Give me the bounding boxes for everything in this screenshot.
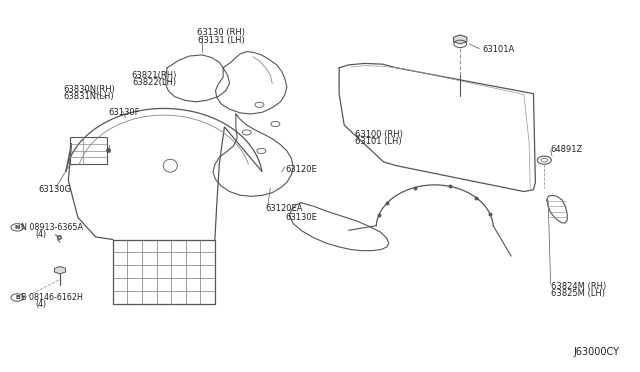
Text: 63824M (RH): 63824M (RH) (550, 282, 606, 291)
Text: 63831N(LH): 63831N(LH) (64, 92, 115, 101)
Text: 63130F: 63130F (108, 108, 140, 117)
Text: 63120EA: 63120EA (266, 204, 303, 214)
Text: 63101 (LH): 63101 (LH) (355, 137, 402, 146)
Text: 63822(LH): 63822(LH) (132, 78, 177, 87)
Text: 63100 (RH): 63100 (RH) (355, 130, 403, 139)
Text: 63130 (RH): 63130 (RH) (197, 28, 245, 37)
Text: N 08913-6365A: N 08913-6365A (20, 223, 83, 232)
Polygon shape (54, 266, 65, 274)
Text: 64891Z: 64891Z (550, 145, 583, 154)
Text: (4): (4) (35, 230, 46, 239)
Text: 63131 (LH): 63131 (LH) (198, 36, 244, 45)
Text: 63830N(RH): 63830N(RH) (64, 85, 116, 94)
Text: 63130G: 63130G (38, 185, 72, 194)
Text: B 08146-6162H: B 08146-6162H (20, 293, 83, 302)
Polygon shape (454, 35, 467, 44)
Text: 63821(RH): 63821(RH) (132, 71, 177, 80)
Bar (70, 137, 107, 164)
Text: N: N (15, 225, 20, 230)
Text: (4): (4) (35, 300, 46, 310)
Text: N: N (15, 225, 20, 230)
Text: 63120E: 63120E (285, 165, 317, 174)
Text: B: B (15, 295, 20, 300)
Text: 63130E: 63130E (285, 213, 317, 222)
Text: 63825M (LH): 63825M (LH) (550, 289, 605, 298)
Text: J63000CY: J63000CY (573, 347, 620, 357)
Text: 63101A: 63101A (483, 45, 515, 54)
Text: B: B (15, 295, 20, 300)
